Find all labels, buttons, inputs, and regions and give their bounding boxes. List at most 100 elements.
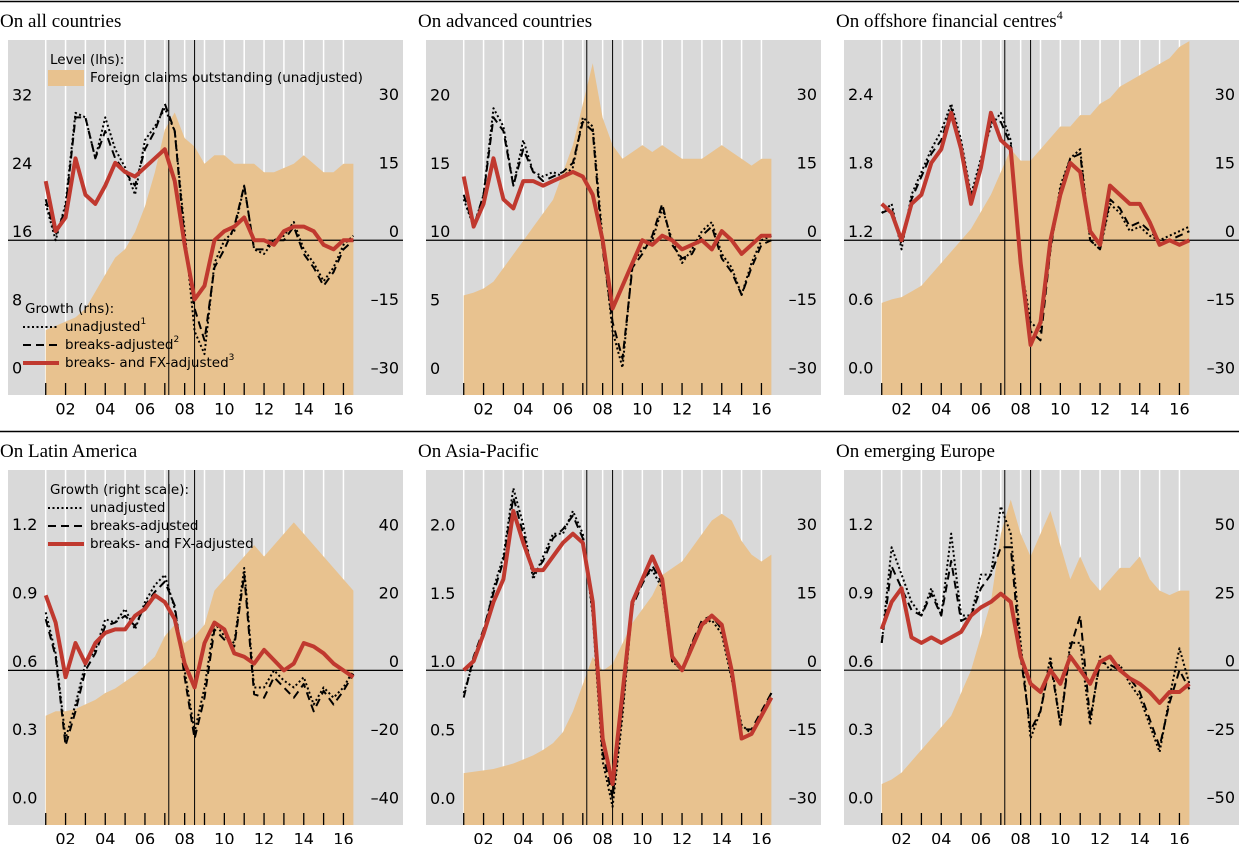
legend-name: unadjusted xyxy=(65,319,140,335)
x-tick-label: 14 xyxy=(712,400,732,419)
x-tick-label: 14 xyxy=(294,400,314,419)
y-tick-label: 0.0 xyxy=(848,788,873,807)
title-note: 4 xyxy=(1057,8,1063,22)
y2-tick-label: 50 xyxy=(1215,515,1235,534)
y2-tick-label: 40 xyxy=(379,515,399,534)
y-tick-label: 20 xyxy=(430,86,450,105)
y-tick-label: 0.0 xyxy=(430,789,455,808)
y2-tick-label: 0 xyxy=(1225,652,1235,671)
x-tick-label: 16 xyxy=(751,400,771,419)
y-tick-label: 0 xyxy=(12,359,22,378)
title-text: On all countries xyxy=(0,11,121,32)
y2-tick-label: –15 xyxy=(789,720,817,739)
y2-tick-label: –25 xyxy=(1207,720,1235,739)
x-tick-label: 02 xyxy=(891,830,911,844)
x-tick-label: 06 xyxy=(971,830,991,844)
legend-name: breaks-adjusted xyxy=(90,518,198,534)
x-tick-label: 02 xyxy=(55,400,75,419)
y-tick-label: 5 xyxy=(430,290,440,309)
x-tick-label: 10 xyxy=(632,400,652,419)
x-tick-label: 12 xyxy=(254,830,274,844)
y-tick-label: 0.3 xyxy=(848,720,873,739)
x-tick-label: 08 xyxy=(592,400,612,419)
y2-tick-label: 30 xyxy=(797,85,817,104)
y2-tick-label: –15 xyxy=(1207,290,1235,309)
y2-tick-label: 30 xyxy=(379,85,399,104)
y-tick-label: 0.6 xyxy=(848,652,873,671)
panel: On offshore financial centres4 0.0 0.6 1.2 1… xyxy=(836,8,1239,419)
panel-title: On all countries xyxy=(0,11,121,32)
line-solid xyxy=(880,110,1191,347)
line-solid xyxy=(462,508,774,787)
y2-tick-label: –15 xyxy=(789,290,817,309)
y2-tick-label: 0 xyxy=(389,222,399,241)
y2-tick-label: 0 xyxy=(807,222,817,241)
y2-tick-label: 15 xyxy=(797,583,817,602)
y-tick-label: 1.0 xyxy=(430,652,455,671)
line-dashed xyxy=(44,102,355,342)
y-tick-label: 0.3 xyxy=(12,720,37,739)
x-tick-label: 04 xyxy=(513,400,533,419)
line-solid xyxy=(879,586,1191,705)
panel-title: On offshore financial centres4 xyxy=(836,8,1063,33)
x-tick-label: 08 xyxy=(1010,400,1030,419)
title-text: On advanced countries xyxy=(418,11,592,32)
line-dashed xyxy=(880,546,1191,748)
panel-title: On emerging Europe xyxy=(836,441,995,462)
line-dashed xyxy=(881,107,1190,342)
y-tick-label: 16 xyxy=(12,222,32,241)
x-tick-label: 02 xyxy=(473,400,493,419)
x-tick-label: 16 xyxy=(1169,830,1189,844)
x-tick-label: 14 xyxy=(1130,400,1150,419)
y-tick-label: 0.6 xyxy=(848,290,873,309)
legend-name: unadjusted xyxy=(90,500,165,516)
y2-tick-label: 30 xyxy=(797,515,817,534)
y-tick-label: 0.6 xyxy=(12,652,37,671)
x-tick-label: 12 xyxy=(254,400,274,419)
y-tick-label: 0.5 xyxy=(430,720,455,739)
line-dotted xyxy=(44,566,355,740)
x-tick-label: 04 xyxy=(931,830,951,844)
x-tick-label: 02 xyxy=(473,830,493,844)
y2-tick-label: 15 xyxy=(1215,153,1235,172)
y2-tick-label: 15 xyxy=(379,153,399,172)
x-tick-label: 16 xyxy=(333,400,353,419)
x-tick-label: 06 xyxy=(553,400,573,419)
x-tick-label: 10 xyxy=(1050,830,1070,844)
title-text: On Latin America xyxy=(0,441,138,462)
y2-tick-label: 0 xyxy=(807,652,817,671)
y-tick-label: 1.2 xyxy=(848,222,873,241)
legend-heading: Level (lhs): xyxy=(50,52,124,68)
legend-name: breaks- and FX-adjusted xyxy=(90,536,254,552)
y2-tick-label: –30 xyxy=(789,788,817,807)
line-dashed xyxy=(44,573,355,747)
line-solid xyxy=(43,147,354,302)
x-tick-label: 04 xyxy=(95,830,115,844)
legend-label: breaks-adjusted2 xyxy=(65,335,179,354)
line-solid xyxy=(43,593,355,690)
x-tick-label: 06 xyxy=(971,400,991,419)
x-tick-label: 10 xyxy=(214,400,234,419)
line-dashed xyxy=(462,116,772,360)
y-tick-label: 0.0 xyxy=(12,788,37,807)
area xyxy=(463,63,772,395)
x-tick-label: 16 xyxy=(1169,400,1189,419)
x-tick-label: 04 xyxy=(513,830,533,844)
y2-tick-label: –15 xyxy=(371,290,399,309)
panel: On Latin America0.00.30.60.91.2–40–20020… xyxy=(0,441,403,844)
x-tick-label: 06 xyxy=(135,830,155,844)
x-tick-label: 02 xyxy=(55,830,75,844)
panel-title: On Asia-Pacific xyxy=(418,441,539,462)
y2-tick-label: –40 xyxy=(371,788,399,807)
y2-tick-label: 15 xyxy=(797,153,817,172)
legend-name: Foreign claims outstanding (unadjusted) xyxy=(90,70,363,86)
x-tick-label: 16 xyxy=(333,830,353,844)
x-tick-label: 14 xyxy=(294,830,314,844)
x-tick-label: 12 xyxy=(672,830,692,844)
line-solid xyxy=(461,156,772,311)
y-tick-label: 2.0 xyxy=(430,516,455,535)
area xyxy=(881,41,1190,396)
area xyxy=(463,513,772,825)
x-tick-label: 08 xyxy=(592,830,612,844)
